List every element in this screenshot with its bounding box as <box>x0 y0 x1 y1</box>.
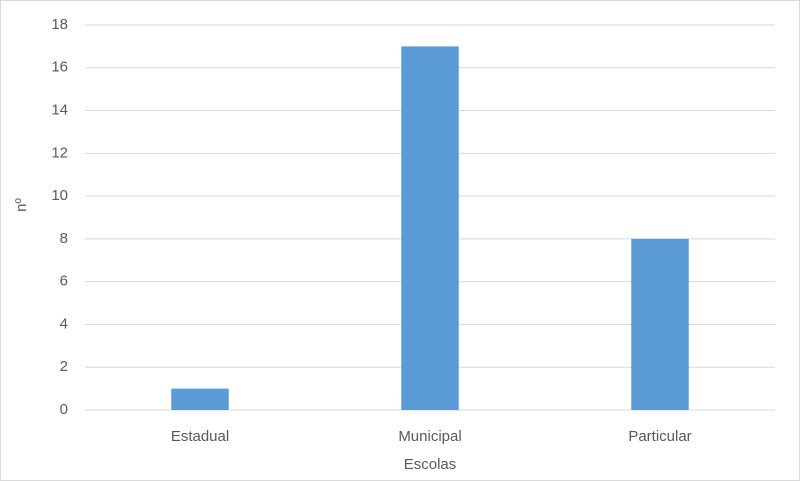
bar <box>631 238 689 410</box>
x-axis-label: Escolas <box>404 456 457 473</box>
y-tick-label: 14 <box>51 102 68 119</box>
y-tick-label: 16 <box>51 59 68 76</box>
y-tick-label: 0 <box>60 401 68 418</box>
y-axis-label: nº <box>13 198 30 212</box>
x-tick-label: Estadual <box>171 428 229 445</box>
y-tick-label: 8 <box>60 230 68 247</box>
y-tick-label: 12 <box>51 144 68 161</box>
y-tick-label: 6 <box>60 273 68 290</box>
y-tick-label: 4 <box>60 315 68 332</box>
y-tick-label: 2 <box>60 358 68 375</box>
bar <box>171 388 229 410</box>
x-tick-label: Particular <box>628 428 691 445</box>
y-tick-label: 18 <box>51 16 68 33</box>
bar <box>401 46 459 411</box>
x-tick-label: Municipal <box>398 428 461 445</box>
y-tick-label: 10 <box>51 187 68 204</box>
